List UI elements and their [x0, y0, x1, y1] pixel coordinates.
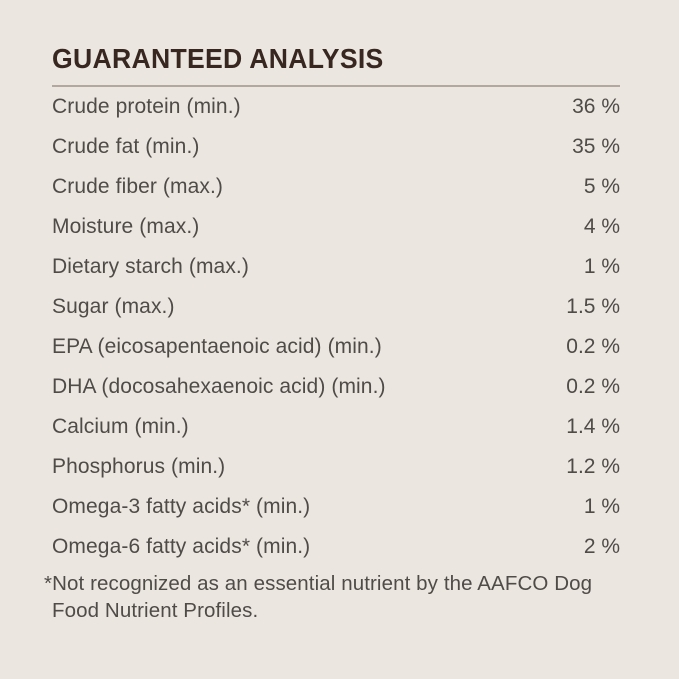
nutrient-value: 1 % [583, 495, 620, 518]
table-row: EPA (eicosapentaenoic acid) (min.) 0.2 % [52, 327, 620, 367]
nutrient-label: Phosphorus (min.) [52, 455, 226, 478]
nutrient-value: 1.2 % [566, 455, 620, 478]
nutrient-value: 0.2 % [566, 335, 620, 358]
nutrient-label: Crude fiber (max.) [52, 175, 224, 198]
nutrient-value: 1.5 % [566, 295, 620, 318]
table-row: Omega-3 fatty acids* (min.) 1 % [52, 487, 620, 527]
table-row: Phosphorus (min.) 1.2 % [52, 447, 620, 487]
table-row: DHA (docosahexaenoic acid) (min.) 0.2 % [52, 367, 620, 407]
nutrient-value: 1.4 % [566, 415, 620, 438]
nutrient-label: Omega-3 fatty acids* (min.) [52, 495, 311, 518]
table-row: Omega-6 fatty acids* (min.) 2 % [52, 527, 620, 567]
aafco-footnote: *Not recognized as an essential nutrient… [44, 572, 593, 622]
nutrient-value: 36 % [572, 95, 620, 118]
table-row: Crude fiber (max.) 5 % [52, 167, 620, 207]
nutrient-value: 35 % [572, 135, 620, 158]
table-row: Moisture (max.) 4 % [52, 207, 620, 247]
nutrient-label: Calcium (min.) [52, 415, 189, 438]
nutrient-label: Dietary starch (max.) [52, 255, 249, 278]
guaranteed-analysis-panel: GUARANTEED ANALYSIS Crude protein (min.)… [44, 42, 620, 624]
nutrient-value: 4 % [583, 215, 620, 238]
nutrient-label: Sugar (max.) [52, 295, 175, 318]
nutrient-label: Crude fat (min.) [52, 135, 200, 158]
table-row: Crude protein (min.) 36 % [52, 87, 620, 127]
table-row: Sugar (max.) 1.5 % [52, 287, 620, 327]
nutrient-label: Moisture (max.) [52, 215, 200, 238]
nutrient-value: 0.2 % [566, 375, 620, 398]
nutrient-label: DHA (docosahexaenoic acid) (min.) [52, 375, 386, 398]
nutrient-table: Crude protein (min.) 36 % Crude fat (min… [52, 87, 620, 567]
nutrient-label: EPA (eicosapentaenoic acid) (min.) [52, 335, 382, 358]
nutrient-label: Crude protein (min.) [52, 95, 241, 118]
nutrient-label: Omega-6 fatty acids* (min.) [52, 535, 311, 558]
table-row: Crude fat (min.) 35 % [52, 127, 620, 167]
nutrient-value: 5 % [583, 175, 620, 198]
nutrient-value: 2 % [583, 535, 620, 558]
table-row: Dietary starch (max.) 1 % [52, 247, 620, 287]
panel-title: GUARANTEED ANALYSIS [52, 43, 384, 74]
title-divider [52, 85, 620, 87]
table-row: Calcium (min.) 1.4 % [52, 407, 620, 447]
nutrient-value: 1 % [583, 255, 620, 278]
